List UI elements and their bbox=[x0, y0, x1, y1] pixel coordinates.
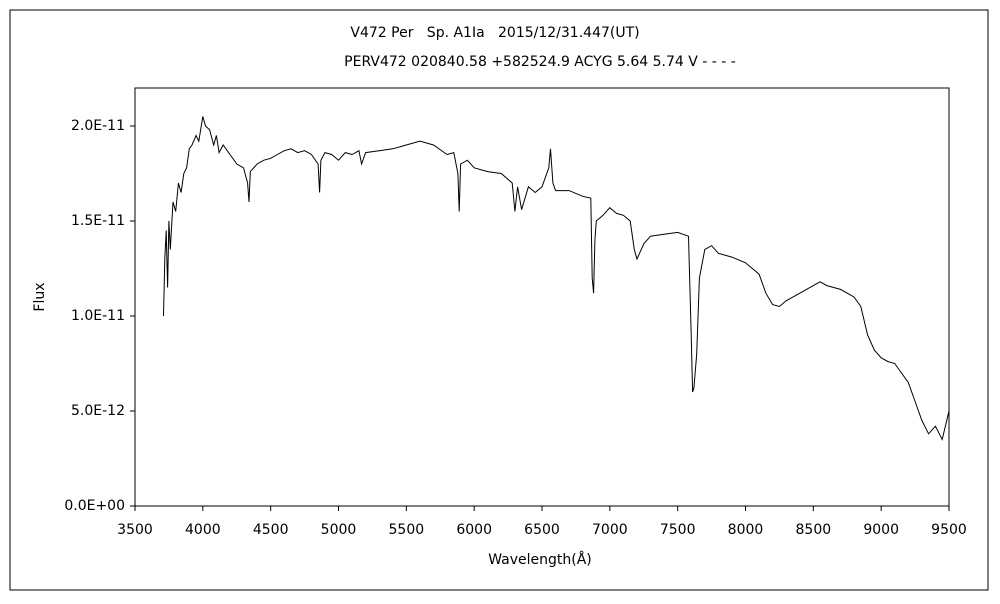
x-tick-label: 5500 bbox=[389, 522, 425, 538]
x-tick-label: 9000 bbox=[863, 522, 899, 538]
chart-title: V472 Per Sp. A1Ⅰa 2015/12/31.447(UT) bbox=[350, 25, 639, 41]
x-tick-label: 6500 bbox=[524, 522, 560, 538]
y-tick-label: 1.5E-11 bbox=[71, 213, 125, 229]
x-tick-label: 6000 bbox=[456, 522, 492, 538]
x-tick-label: 8000 bbox=[728, 522, 764, 538]
chart-subtitle: PERV472 020840.58 +582524.9 ACYG 5.64 5.… bbox=[344, 54, 736, 70]
y-tick-label: 1.0E-11 bbox=[71, 308, 125, 324]
y-tick-label: 5.0E-12 bbox=[71, 403, 125, 419]
x-tick-label: 4500 bbox=[253, 522, 289, 538]
x-tick-label: 4000 bbox=[185, 522, 221, 538]
x-tick-label: 7500 bbox=[660, 522, 696, 538]
spectrum-line bbox=[163, 116, 950, 441]
x-axis-label: Wavelength(Å) bbox=[488, 551, 592, 568]
x-tick-label: 7000 bbox=[592, 522, 628, 538]
x-tick-label: 3500 bbox=[117, 522, 153, 538]
x-tick-label: 5000 bbox=[321, 522, 357, 538]
x-tick-label: 8500 bbox=[796, 522, 832, 538]
y-axis-label: Flux bbox=[32, 282, 48, 311]
chart-border bbox=[9, 9, 989, 591]
y-tick-label: 2.0E-11 bbox=[71, 118, 125, 134]
y-tick-label: 0.0E+00 bbox=[64, 498, 125, 514]
plot-border bbox=[134, 87, 950, 507]
x-tick-label: 9500 bbox=[931, 522, 967, 538]
